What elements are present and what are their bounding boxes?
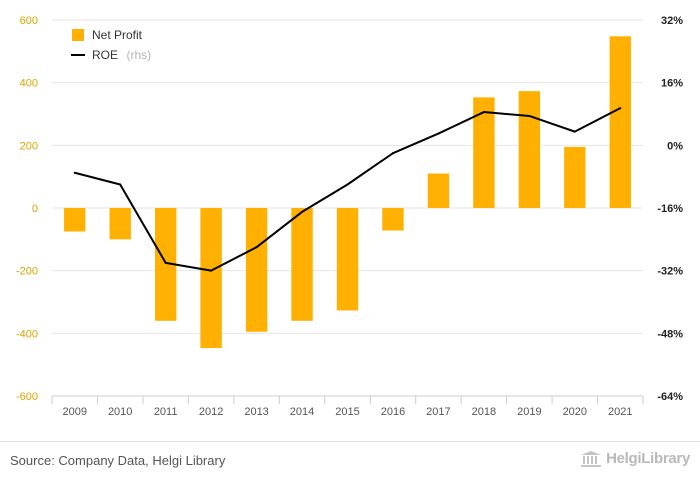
- y-axis-right: -64% -48% -32% -16% 0% 16% 32%: [657, 15, 683, 403]
- footer: Source: Company Data, Helgi Library Helg…: [0, 441, 700, 484]
- roe-line-group: [73, 107, 622, 272]
- roe-point-2021: [619, 107, 622, 110]
- legend: Net Profit ROE (rhs): [71, 28, 151, 63]
- roe-point-2013: [255, 246, 258, 249]
- bar-2014: [291, 208, 313, 321]
- x-tick-label-2018: 2018: [472, 406, 496, 418]
- bar-2009: [64, 208, 86, 232]
- y-left-tick-label-5: 400: [20, 78, 38, 90]
- x-tick-label-2019: 2019: [517, 406, 541, 418]
- x-tick-label-2016: 2016: [381, 406, 405, 418]
- net-profit-bars: [64, 36, 631, 349]
- roe-point-2012: [210, 269, 213, 272]
- legend-roe-name: ROE: [92, 48, 118, 62]
- x-axis: 2009 2010 2011 2012 2013 2014 2015 2016 2017 2018…: [62, 406, 632, 418]
- bar-2018: [473, 97, 495, 208]
- y-right-tick-label-5: 16%: [661, 78, 683, 90]
- x-tick-label-2010: 2010: [108, 406, 132, 418]
- y-left-tick-label-3: 0: [32, 203, 38, 215]
- x-tick-label-2015: 2015: [335, 406, 359, 418]
- bar-2011: [154, 208, 177, 321]
- y-left-tick-label-6: 600: [20, 15, 38, 27]
- roe-point-2010: [119, 183, 122, 186]
- y-left-tick-label-0: -600: [16, 391, 38, 403]
- chart: 2009 2010 2011 2012 2013 2014 2015 2016 2017 2018…: [16, 15, 683, 418]
- x-tick-label-2009: 2009: [62, 406, 86, 418]
- roe-point-2017: [437, 132, 440, 135]
- y-right-tick-label-4: 0%: [667, 140, 683, 152]
- roe-point-2011: [164, 261, 167, 264]
- x-tick-label-2014: 2014: [290, 406, 314, 418]
- bar-2013: [245, 208, 268, 332]
- x-tick-label-2013: 2013: [244, 406, 268, 418]
- roe-point-2009: [73, 171, 76, 174]
- x-tick-label-2017: 2017: [426, 406, 450, 418]
- roe-point-2015: [346, 183, 349, 186]
- grid-lines: [51, 19, 644, 404]
- brand-logo: HelgiLibrary: [580, 450, 690, 467]
- y-right-tick-label-6: 32%: [661, 15, 683, 27]
- bar-2020: [564, 146, 586, 208]
- bar-2017: [427, 173, 450, 208]
- y-left-tick-label-1: -400: [16, 328, 38, 340]
- y-axis-left: -600 -400 -200 0 200 400 600: [16, 15, 38, 403]
- roe-point-2014: [301, 210, 304, 213]
- x-tick-label-2021: 2021: [608, 406, 632, 418]
- bar-2010: [109, 208, 131, 240]
- y-right-tick-label-0: -64%: [657, 391, 683, 403]
- bar-2012: [200, 208, 222, 349]
- y-right-tick-label-1: -48%: [657, 328, 683, 340]
- source-note: Source: Company Data, Helgi Library: [10, 453, 226, 468]
- x-tick-label-2011: 2011: [154, 406, 178, 418]
- bar-2019: [518, 91, 541, 208]
- x-tick-label-2020: 2020: [563, 406, 587, 418]
- y-left-tick-label-4: 200: [20, 140, 38, 152]
- bar-2015: [336, 208, 359, 311]
- roe-point-2016: [391, 152, 394, 155]
- x-tick-label-2012: 2012: [199, 406, 223, 418]
- legend-roe-suffix: (rhs): [126, 48, 151, 62]
- y-right-tick-label-2: -32%: [657, 266, 683, 278]
- legend-label-roe: ROE (rhs): [92, 46, 151, 63]
- legend-swatch-net-profit: [72, 29, 84, 41]
- bar-2016: [382, 208, 404, 231]
- legend-label-net-profit: Net Profit: [92, 28, 143, 42]
- y-right-tick-label-3: -16%: [657, 203, 683, 215]
- brand-name: HelgiLibrary: [606, 450, 690, 467]
- roe-point-2018: [482, 111, 485, 114]
- library-building-icon: [581, 450, 602, 467]
- roe-point-2020: [573, 130, 576, 133]
- bar-2021: [609, 36, 631, 208]
- roe-point-2019: [528, 114, 531, 117]
- y-left-tick-label-2: -200: [16, 266, 38, 278]
